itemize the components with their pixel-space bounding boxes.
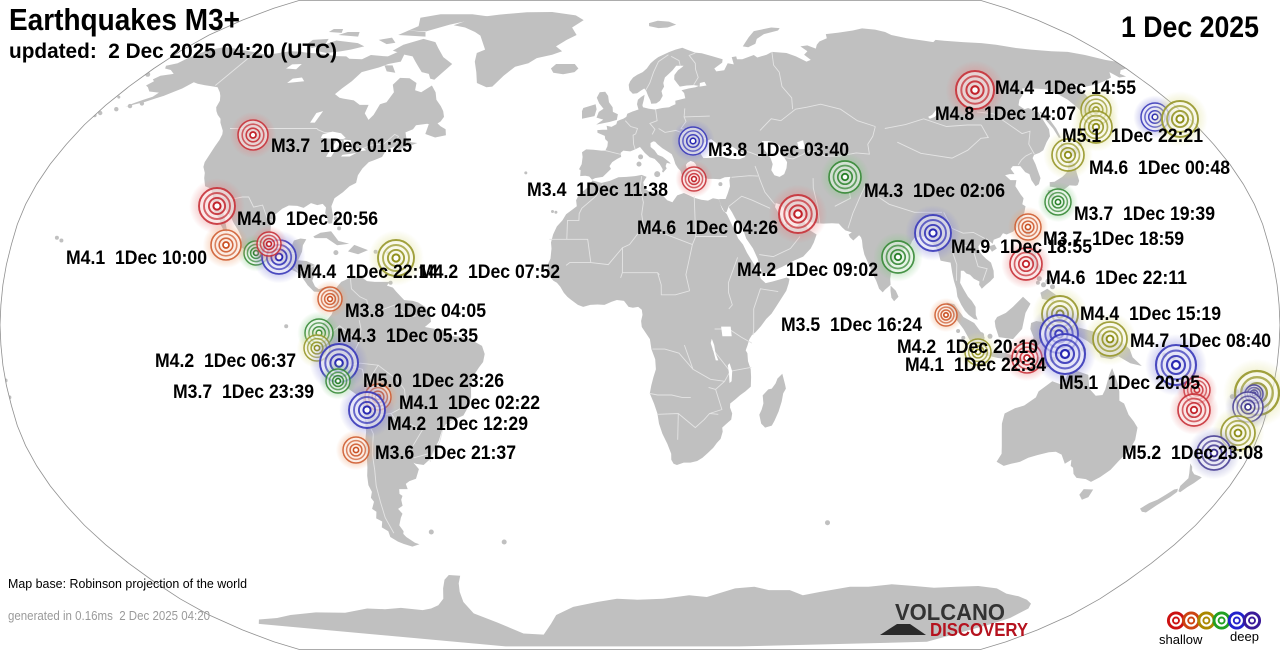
- svg-text:M4.9 1Dec 18:55: M4.9 1Dec 18:55: [951, 237, 1092, 258]
- svg-text:M3.7 1Dec 18:59: M3.7 1Dec 18:59: [1043, 229, 1184, 250]
- svg-text:M4.7 1Dec 08:40: M4.7 1Dec 08:40: [1130, 331, 1271, 352]
- svg-text:Earthquakes M3+: Earthquakes M3+: [9, 2, 240, 37]
- svg-text:M4.2 1Dec 09:02: M4.2 1Dec 09:02: [737, 260, 878, 281]
- svg-text:M4.3 1Dec 05:35: M4.3 1Dec 05:35: [337, 326, 478, 347]
- svg-text:M4.0 1Dec 20:56: M4.0 1Dec 20:56: [237, 209, 378, 230]
- svg-text:M3.7 1Dec 23:39: M3.7 1Dec 23:39: [173, 382, 314, 403]
- svg-text:M5.0 1Dec 23:26: M5.0 1Dec 23:26: [363, 371, 504, 392]
- svg-text:M4.6 1Dec 04:26: M4.6 1Dec 04:26: [637, 218, 778, 239]
- svg-text:M4.2 1Dec 06:37: M4.2 1Dec 06:37: [155, 351, 296, 372]
- svg-text:M4.1 1Dec 02:22: M4.1 1Dec 02:22: [399, 393, 540, 414]
- svg-text:generated in 0.16ms 2 Dec 202: generated in 0.16ms 2 Dec 2025 04:20: [8, 608, 210, 623]
- svg-text:M4.6 1Dec 22:11: M4.6 1Dec 22:11: [1046, 268, 1187, 289]
- svg-text:M4.6 1Dec 00:48: M4.6 1Dec 00:48: [1089, 158, 1230, 179]
- svg-text:M4.3 1Dec 02:06: M4.3 1Dec 02:06: [864, 181, 1005, 202]
- svg-text:M4.4 1Dec 14:55: M4.4 1Dec 14:55: [995, 78, 1136, 99]
- svg-text:M4.1 1Dec 22:34: M4.1 1Dec 22:34: [905, 355, 1046, 376]
- svg-text:M5.2 1Dec 23:08: M5.2 1Dec 23:08: [1122, 443, 1263, 464]
- svg-text:M3.6 1Dec 21:37: M3.6 1Dec 21:37: [375, 443, 516, 464]
- svg-text:M3.4 1Dec 11:38: M3.4 1Dec 11:38: [527, 180, 668, 201]
- svg-text:M4.2 1Dec 12:29: M4.2 1Dec 12:29: [387, 414, 528, 435]
- svg-text:M4.2 1Dec 20:10: M4.2 1Dec 20:10: [897, 337, 1038, 358]
- svg-text:updated: 2 Dec 2025 04:20 (UT: updated: 2 Dec 2025 04:20 (UTC): [9, 40, 337, 63]
- svg-text:M5.1 1Dec 20:05: M5.1 1Dec 20:05: [1059, 373, 1200, 394]
- svg-text:VOLCANO: VOLCANO: [895, 599, 1005, 625]
- svg-text:1 Dec 2025: 1 Dec 2025: [1121, 11, 1259, 44]
- svg-text:M3.8 1Dec 03:40: M3.8 1Dec 03:40: [708, 140, 849, 161]
- svg-text:shallow: shallow: [1159, 632, 1203, 647]
- svg-text:M3.7 1Dec 01:25: M3.7 1Dec 01:25: [271, 136, 412, 157]
- svg-text:DISCOVERY: DISCOVERY: [930, 620, 1028, 640]
- svg-text:M4.4 1Dec 15:19: M4.4 1Dec 15:19: [1080, 304, 1221, 325]
- svg-text:M4.2 1Dec 07:52: M4.2 1Dec 07:52: [419, 262, 560, 283]
- svg-text:M5.1 1Dec 22:21: M5.1 1Dec 22:21: [1062, 126, 1203, 147]
- svg-text:deep: deep: [1230, 629, 1259, 644]
- svg-text:M3.8 1Dec 04:05: M3.8 1Dec 04:05: [345, 301, 486, 322]
- svg-text:M4.8 1Dec 14:07: M4.8 1Dec 14:07: [935, 104, 1076, 125]
- svg-text:M4.4 1Dec 22:14: M4.4 1Dec 22:14: [297, 262, 438, 283]
- svg-text:M4.1 1Dec 10:00: M4.1 1Dec 10:00: [66, 248, 207, 269]
- svg-text:Map base: Robinson projection: Map base: Robinson projection of the wor…: [8, 576, 247, 591]
- svg-text:M3.5 1Dec 16:24: M3.5 1Dec 16:24: [781, 315, 922, 336]
- svg-text:M3.7 1Dec 19:39: M3.7 1Dec 19:39: [1074, 204, 1215, 225]
